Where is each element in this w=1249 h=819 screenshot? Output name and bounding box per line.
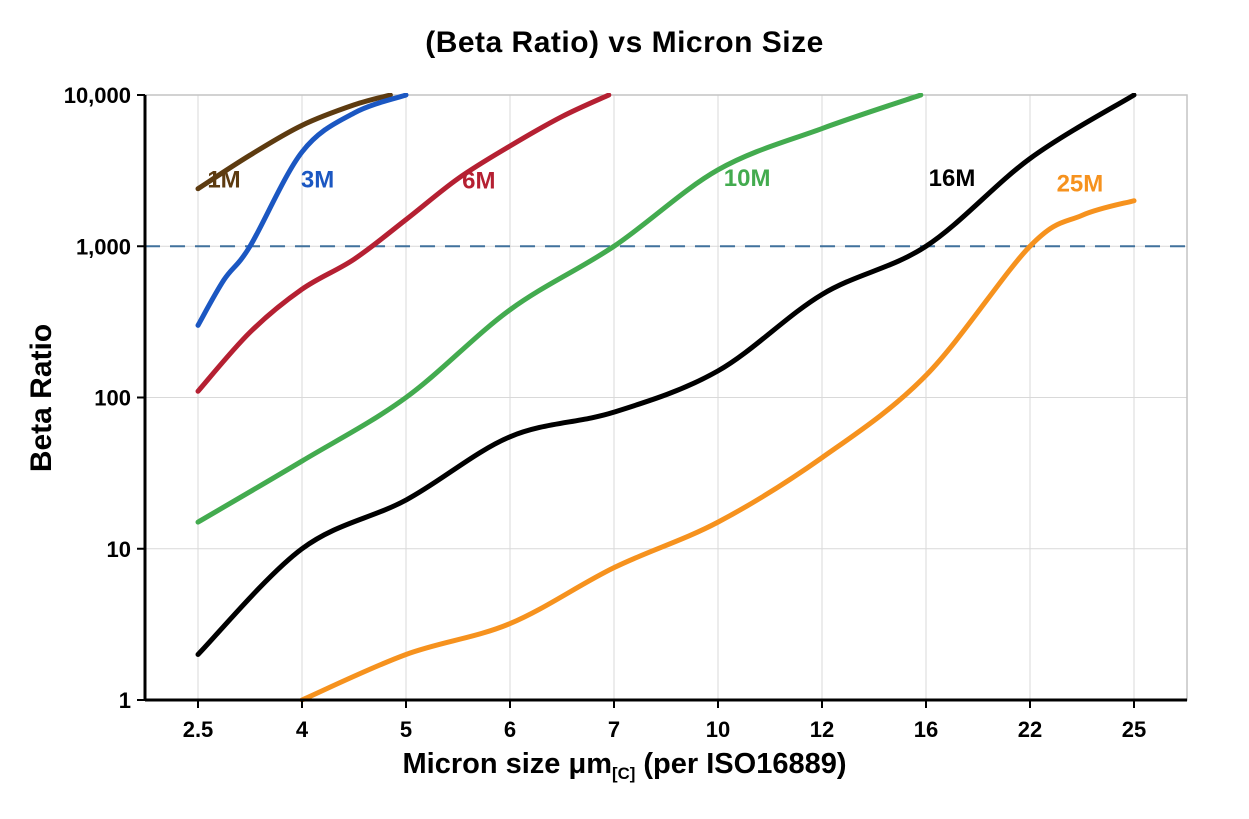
x-axis-title: Micron size μm[C] (per ISO16889) xyxy=(0,748,1249,784)
x-tick-label: 12 xyxy=(810,717,834,742)
y-tick-label: 1 xyxy=(119,688,131,713)
series-label-6M: 6M xyxy=(462,168,495,195)
x-tick-label: 25 xyxy=(1122,717,1146,742)
y-tick-label: 1,000 xyxy=(76,234,131,259)
chart-title: (Beta Ratio) vs Micron Size xyxy=(425,26,824,59)
series-line-25M xyxy=(299,198,1137,702)
series-label-25M: 25M xyxy=(1057,171,1104,198)
y-tick-label: 10 xyxy=(107,537,131,562)
series-line-6M xyxy=(195,93,612,394)
series-group xyxy=(195,93,1137,702)
series-line-16M xyxy=(195,93,1137,657)
series-label-10M: 10M xyxy=(724,165,771,192)
x-tick-label: 6 xyxy=(504,717,516,742)
x-tick-label: 5 xyxy=(400,717,412,742)
series-line-1M xyxy=(195,93,393,192)
x-axis-title-suffix: (per ISO16889) xyxy=(635,748,847,780)
series-label-16M: 16M xyxy=(929,165,976,192)
x-tick-label: 10 xyxy=(706,717,730,742)
series-label-3M: 3M xyxy=(301,166,334,193)
series-line-10M xyxy=(195,93,924,525)
series-line-3M xyxy=(195,93,409,328)
y-tick-label: 10,000 xyxy=(64,83,131,108)
x-tick-label: 4 xyxy=(296,717,309,742)
series-label-1M: 1M xyxy=(207,166,240,193)
x-axis-title-main: Micron size μm xyxy=(402,748,612,780)
x-tick-label: 2.5 xyxy=(183,717,214,742)
x-tick-label: 22 xyxy=(1018,717,1042,742)
x-tick-label: 16 xyxy=(914,717,938,742)
x-tick-label: 7 xyxy=(608,717,620,742)
x-axis-title-subscript: [C] xyxy=(612,763,636,783)
y-tick-label: 100 xyxy=(94,386,131,411)
